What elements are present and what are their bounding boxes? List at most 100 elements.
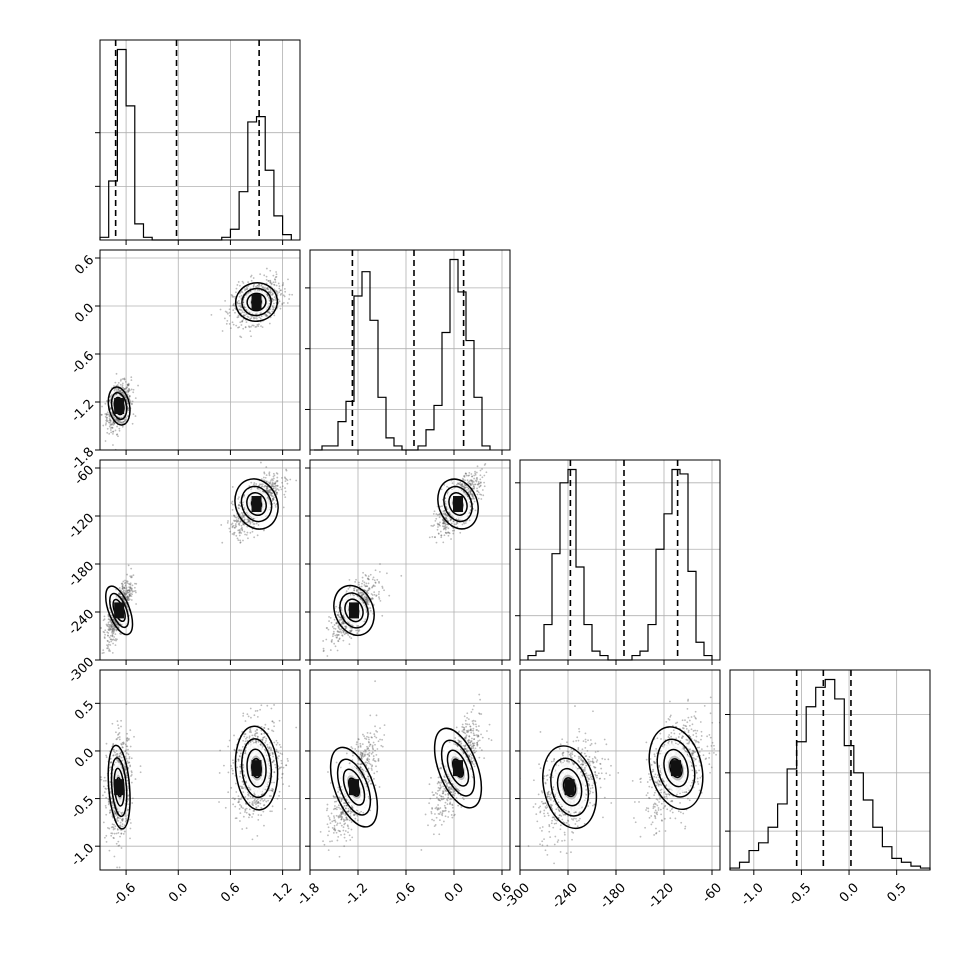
sample-point: [343, 633, 346, 636]
sample-point: [111, 628, 114, 631]
sample-point: [115, 419, 118, 422]
sample-point: [367, 582, 370, 585]
sample-point: [112, 638, 115, 641]
sample-point: [356, 590, 358, 593]
sample-point: [366, 602, 369, 604]
sample-point: [130, 575, 133, 578]
sample-point: [116, 384, 119, 386]
sample-point: [442, 512, 445, 515]
sample-point: [122, 833, 125, 835]
sample-point: [370, 598, 373, 601]
sample-point: [109, 419, 112, 422]
sample-point: [388, 594, 391, 597]
sample-point: [268, 491, 270, 494]
sample-point: [367, 577, 369, 580]
sample-point: [114, 633, 117, 636]
sample-point: [274, 482, 277, 485]
sample-point: [113, 629, 116, 631]
sample-point: [268, 481, 270, 484]
sample-point: [110, 761, 113, 763]
sample-point: [128, 756, 131, 758]
sample-point: [219, 308, 222, 311]
sample-point: [114, 812, 116, 815]
sample-point: [348, 629, 351, 632]
sample-point: [366, 577, 369, 580]
sample-point: [372, 576, 375, 579]
sample-point: [483, 485, 486, 488]
sample-point: [126, 598, 129, 601]
sample-point: [129, 395, 131, 398]
sample-point: [112, 414, 115, 417]
sample-point: [361, 580, 364, 582]
sample-point: [128, 594, 131, 597]
sample-point: [114, 812, 117, 815]
sample-point: [116, 720, 119, 723]
sample-point: [267, 280, 270, 282]
sample-point: [126, 386, 129, 389]
sample-point: [271, 293, 273, 296]
sample-point: [436, 522, 439, 525]
sample-point: [225, 311, 228, 314]
sample-point: [112, 430, 114, 433]
sample-point: [347, 588, 350, 590]
sample-point: [231, 295, 234, 298]
sample-point: [115, 372, 118, 375]
sample-point: [265, 466, 268, 468]
sample-point: [345, 590, 348, 593]
sample-point: [268, 303, 271, 305]
sample-point: [125, 592, 128, 595]
sample-point: [364, 585, 367, 588]
sample-point: [123, 830, 126, 833]
sample-point: [460, 484, 463, 486]
sample-point: [433, 524, 436, 526]
sample-point: [135, 582, 138, 585]
sample-point: [125, 745, 128, 748]
sample-point: [105, 813, 108, 816]
sample-point: [115, 384, 118, 387]
sample-point: [116, 419, 119, 422]
sample-point: [119, 752, 122, 754]
sample-point: [210, 313, 213, 316]
sample-point: [121, 596, 124, 599]
sample-point: [264, 314, 267, 317]
sample-point: [373, 593, 376, 596]
sample-point: [448, 532, 451, 535]
sample-point: [226, 312, 229, 315]
sample-point: [371, 597, 374, 599]
sample-point: [463, 475, 465, 478]
sample-point: [255, 325, 258, 328]
sample-point: [333, 642, 336, 645]
sample-point: [122, 391, 124, 394]
sample-point: [105, 412, 108, 415]
sample-point: [127, 415, 129, 418]
sample-point: [120, 832, 123, 835]
sample-point: [275, 290, 278, 292]
sample-point: [358, 591, 360, 594]
sample-point: [461, 477, 464, 480]
sample-point: [239, 309, 242, 311]
sample-point: [279, 307, 282, 310]
sample-point: [240, 524, 243, 527]
sample-point: [338, 638, 341, 641]
sample-point: [122, 590, 125, 593]
sample-point: [121, 746, 124, 748]
sample-point: [111, 633, 114, 636]
sample-point: [252, 285, 255, 288]
sample-point: [248, 520, 251, 523]
sample-point: [129, 575, 132, 578]
sample-point: [235, 534, 238, 537]
sample-point: [350, 624, 353, 627]
sample-point: [110, 423, 113, 426]
contour-level-1: [339, 592, 369, 629]
sample-point: [336, 630, 339, 632]
sample-point: [113, 387, 116, 390]
sample-point: [123, 586, 126, 589]
sample-point: [233, 514, 235, 517]
sample-point: [252, 525, 255, 528]
sample-point: [369, 609, 372, 612]
sample-point: [108, 400, 111, 402]
sample-point: [121, 392, 123, 394]
sample-point: [266, 314, 269, 317]
sample-point: [337, 626, 340, 629]
sample-point: [123, 377, 126, 380]
